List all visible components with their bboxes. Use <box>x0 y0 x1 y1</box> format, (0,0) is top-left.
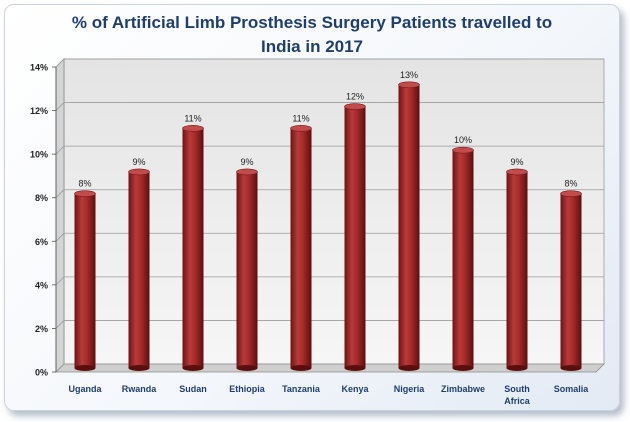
bar <box>74 193 96 368</box>
x-tick-label: Rwanda <box>122 384 158 394</box>
x-tick-label: Somalia <box>554 384 590 394</box>
y-tick-label: 4% <box>35 280 48 290</box>
y-tick-label: 6% <box>35 237 48 247</box>
bar <box>236 171 258 368</box>
y-tick-label: 2% <box>35 324 48 334</box>
bar <box>182 128 204 368</box>
data-label: 10% <box>454 135 472 145</box>
bar-top <box>128 168 150 176</box>
bar-base <box>344 365 366 371</box>
x-tick-label: Tanzania <box>282 384 321 394</box>
bar-top <box>74 190 96 198</box>
y-tick-label: 10% <box>30 150 48 160</box>
bar <box>452 150 474 368</box>
bar-top <box>560 190 582 198</box>
gridline-diagonal <box>55 320 65 329</box>
bar-base <box>128 365 150 371</box>
y-tick-label: 0% <box>35 368 48 378</box>
x-tick-label: Uganda <box>68 384 102 394</box>
bar <box>560 193 582 368</box>
bar-base <box>290 365 312 371</box>
bar-base <box>452 365 474 371</box>
gridline-diagonal <box>55 145 65 155</box>
bar-base <box>182 365 204 371</box>
x-tick-label: Kenya <box>341 384 369 394</box>
bar <box>398 84 420 369</box>
bar-top <box>290 125 312 132</box>
gridline-diagonal <box>55 233 65 242</box>
bar <box>344 106 366 369</box>
bar <box>128 171 150 368</box>
bar-base <box>506 365 528 371</box>
bar-base <box>74 365 96 371</box>
bar <box>506 171 528 368</box>
x-tick-label: Nigeria <box>394 384 426 394</box>
y-tick-label: 8% <box>35 193 48 203</box>
chart-title-line-2: India in 2017 <box>260 37 364 56</box>
data-label: 13% <box>400 70 418 80</box>
y-tick-label: 14% <box>30 63 48 73</box>
gridline-diagonal <box>55 58 65 68</box>
bar-base <box>236 365 258 371</box>
bar-top <box>452 146 474 154</box>
bar-top <box>344 103 366 110</box>
gridline-diagonal <box>55 189 65 198</box>
gridline-diagonal <box>55 276 65 286</box>
data-label: 9% <box>132 157 145 167</box>
bar-top <box>398 81 420 89</box>
bar-top <box>182 125 204 132</box>
gridline-diagonal <box>55 102 65 111</box>
plot-side-wall <box>55 58 65 373</box>
data-label: 9% <box>240 157 253 167</box>
gridline-diagonal <box>55 363 65 373</box>
data-label: 11% <box>292 113 309 123</box>
data-label: 11% <box>184 113 201 123</box>
data-label: 12% <box>346 92 364 102</box>
bar-top <box>506 168 528 176</box>
bar-top <box>236 168 258 176</box>
x-tick-label: South <box>504 384 530 394</box>
y-tick-label: 12% <box>30 106 48 116</box>
bar <box>290 128 312 368</box>
bar-base <box>398 365 420 371</box>
chart-title: % of Artificial Limb Prosthesis Surgery … <box>5 11 619 59</box>
data-label: 9% <box>510 157 523 167</box>
x-tick-label: Africa <box>504 396 531 406</box>
x-tick-label: Sudan <box>179 384 207 394</box>
data-label: 8% <box>78 179 91 189</box>
bar-base <box>560 365 582 371</box>
x-tick-label: Ethiopia <box>229 384 265 394</box>
x-tick-label: Zimbabwe <box>441 384 485 394</box>
data-label: 8% <box>564 179 577 189</box>
chart-title-line-1: % of Artificial Limb Prosthesis Surgery … <box>71 13 553 32</box>
